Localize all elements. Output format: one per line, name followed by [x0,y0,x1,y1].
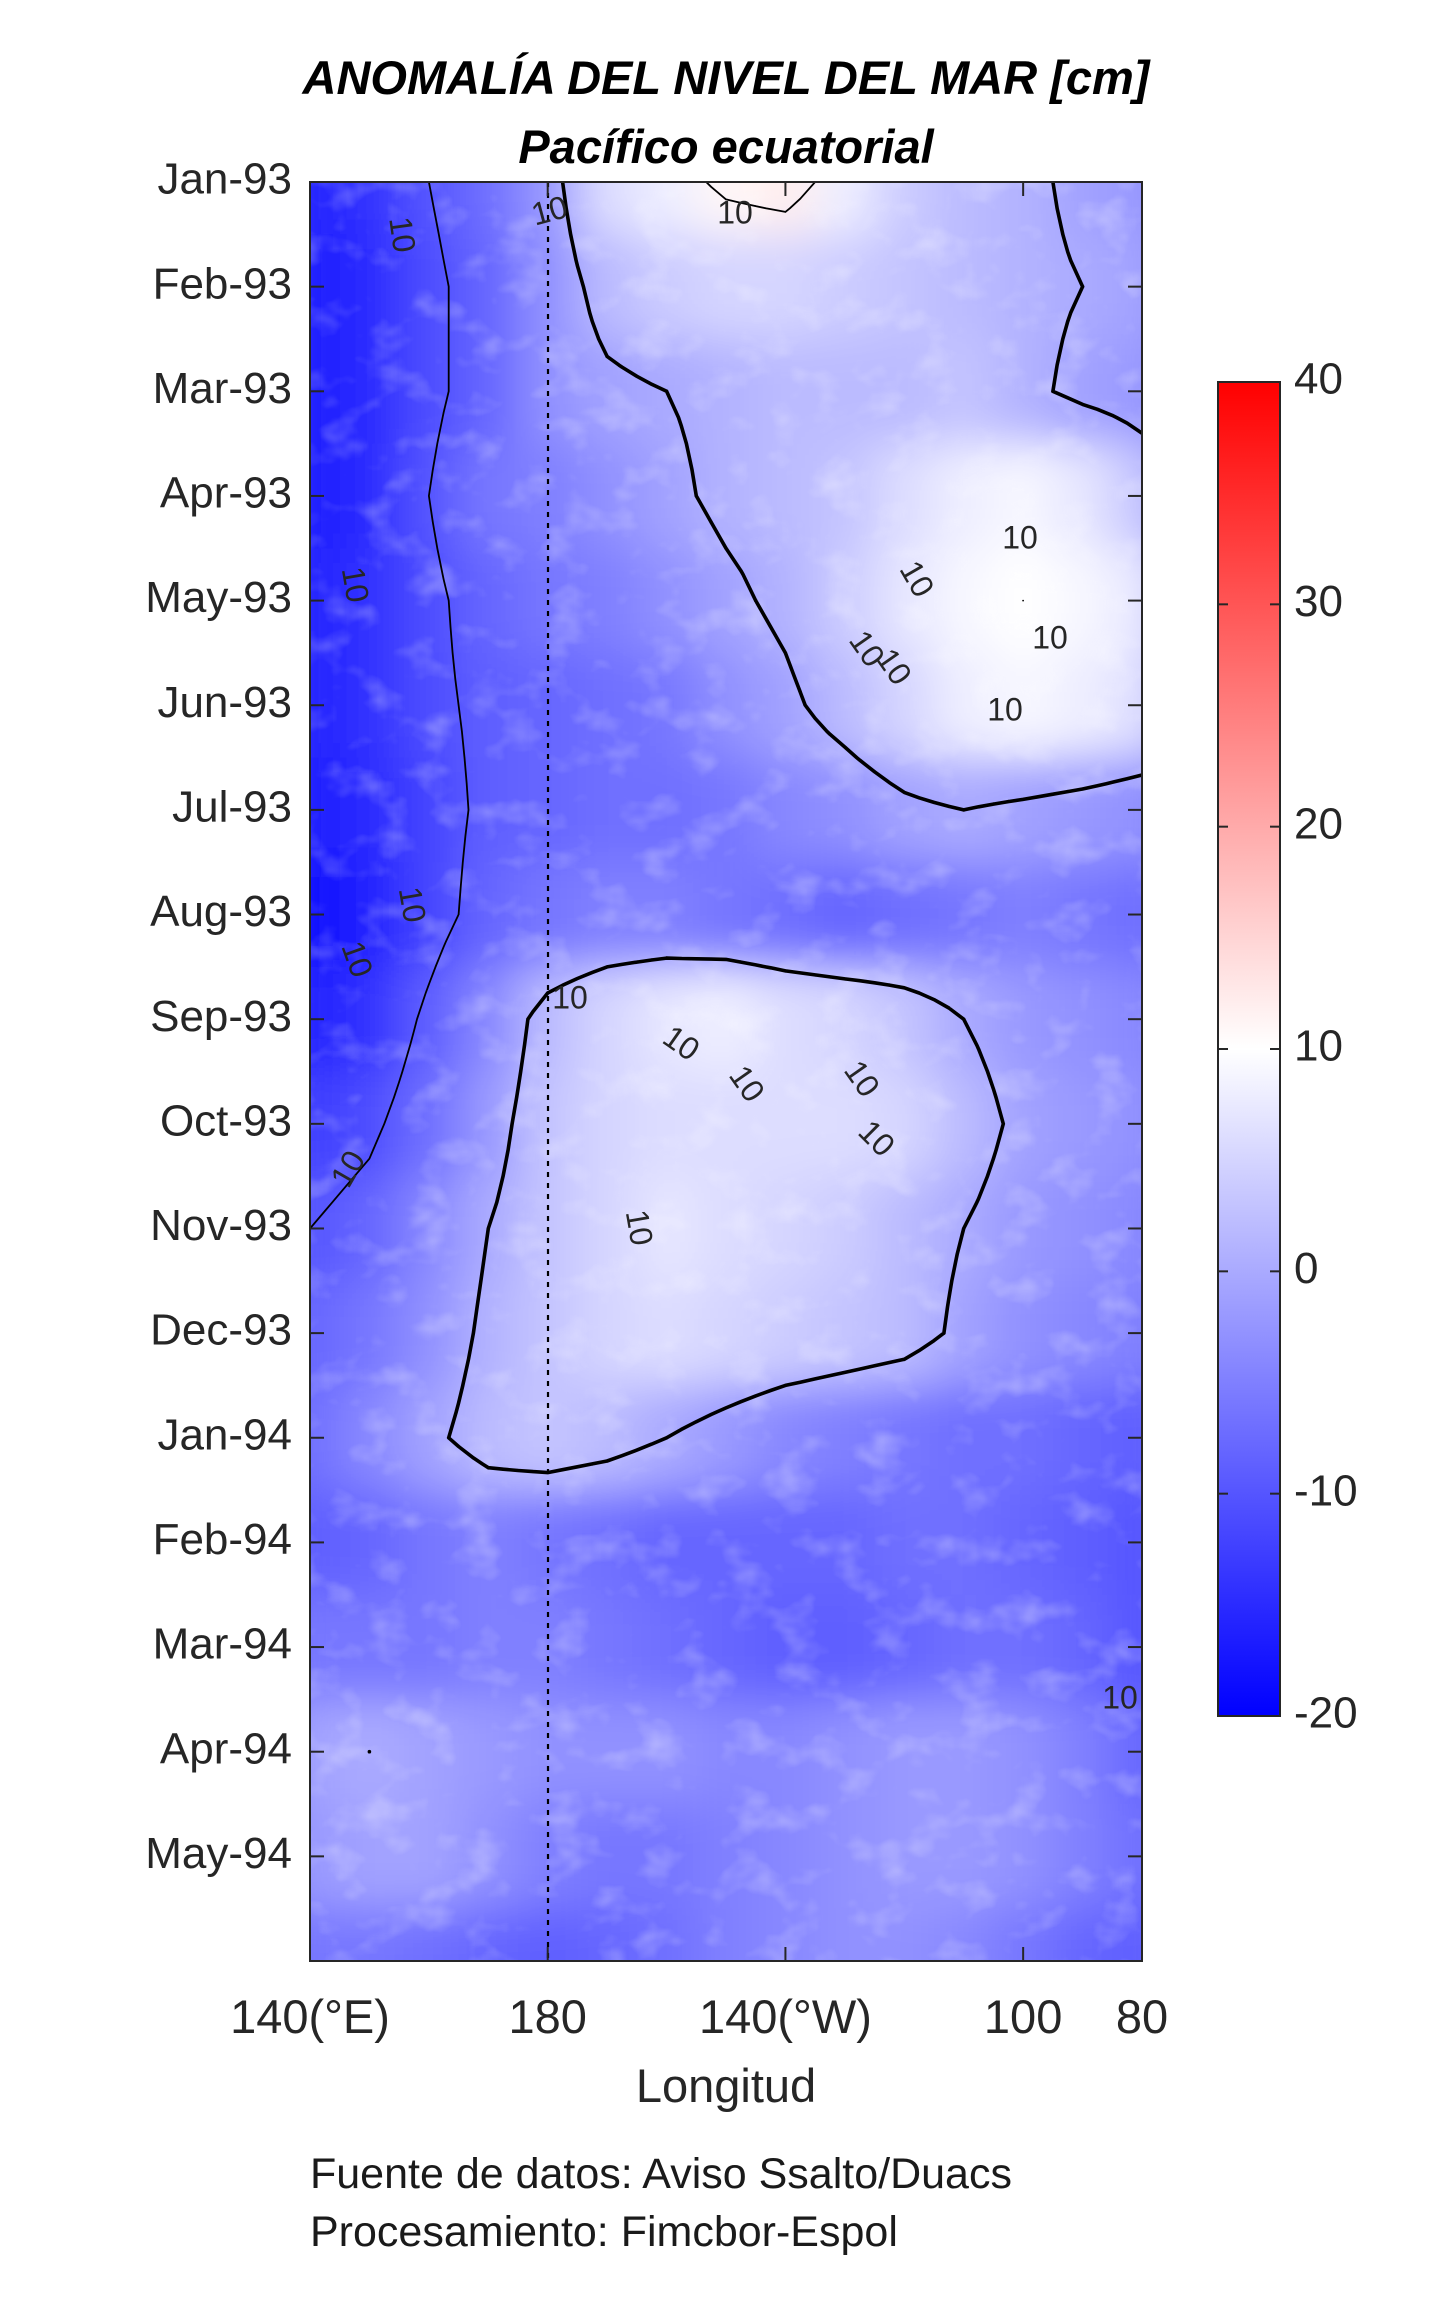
contour-label: 10 [1102,1679,1138,1715]
contour-label: 10 [335,564,377,605]
y-tick-label: May-93 [145,573,292,622]
y-tick-label: Jan-93 [157,155,292,204]
x-tick-label: 180 [509,1990,587,2043]
plot-frame [309,181,1143,1962]
contour-label: 10 [392,884,434,925]
contour-line-10 [705,182,1024,602]
colorbar-ticks: 40 30 20 10 0 -10 -20 [1218,355,1358,1738]
anomaly-speckle [310,182,1142,1961]
x-axis-label: Longitud [636,2059,816,2112]
contour-line-0 [367,182,1142,1754]
chart-subtitle: Pacífico ecuatorial [518,120,934,173]
y-tick-label: Nov-93 [150,1201,292,1250]
contour-label: 10 [987,691,1023,727]
contour-label: 10 [552,979,588,1015]
y-tick-label: Jun-93 [157,678,292,727]
colorbar: 40 30 20 10 0 -10 -20 [1217,355,1358,1738]
colorbar-tick-label: 20 [1294,799,1343,848]
y-tick-label: Mar-93 [153,364,292,413]
contour-line-minus10 [310,182,470,1230]
y-tick-label: May-94 [145,1829,292,1878]
y-tick-label: Jul-93 [172,783,292,832]
y-tick-label: Jan-94 [157,1410,292,1459]
colorbar-tick-label: 0 [1294,1244,1318,1293]
colorbar-tick-label: 30 [1294,577,1343,626]
contour-label: 10 [382,215,423,255]
y-axis: Jan-93 Feb-93 Mar-93 Apr-93 May-93 Jun-93 Jul-… [145,155,1142,1878]
contour-label: 10 [1032,619,1068,655]
colorbar-tick-label: 10 [1294,1022,1343,1071]
x-tick-label: 100 [984,1990,1062,2043]
data-source-note: Fuente de datos: Aviso Ssalto/Duacs [310,2150,1012,2198]
x-tick-label: 80 [1116,1990,1168,2043]
processing-note: Procesamiento: Fimcbor-Espol [310,2208,898,2256]
y-tick-label: Mar-94 [153,1620,292,1669]
y-tick-label: Apr-93 [160,469,292,518]
colorbar-tick-label: 40 [1294,355,1343,404]
y-tick-label: Oct-93 [160,1096,292,1145]
contour-label: 10 [717,194,753,230]
y-tick-label: Dec-93 [150,1306,292,1355]
colorbar-tick-label: -20 [1294,1689,1358,1738]
y-tick-label: Sep-93 [150,992,292,1041]
contour-lines [310,182,1142,1754]
x-tick-label: 140(°W) [699,1990,872,2043]
x-tick-label: 140(°E) [230,1990,390,2043]
y-tick-label: Feb-93 [153,259,292,308]
chart-title: ANOMALÍA DEL NIVEL DEL MAR [cm] [302,51,1151,104]
y-tick-label: Feb-94 [153,1515,292,1564]
contour-label: 10 [619,1207,661,1248]
y-tick-label: Apr-94 [160,1724,292,1773]
y-tick-label: Aug-93 [150,887,292,936]
contour-label: 10 [1002,519,1038,555]
x-axis: 140(°E) 180 140(°W) 100 80 [230,182,1168,2043]
colorbar-tick-label: -10 [1294,1466,1358,1515]
